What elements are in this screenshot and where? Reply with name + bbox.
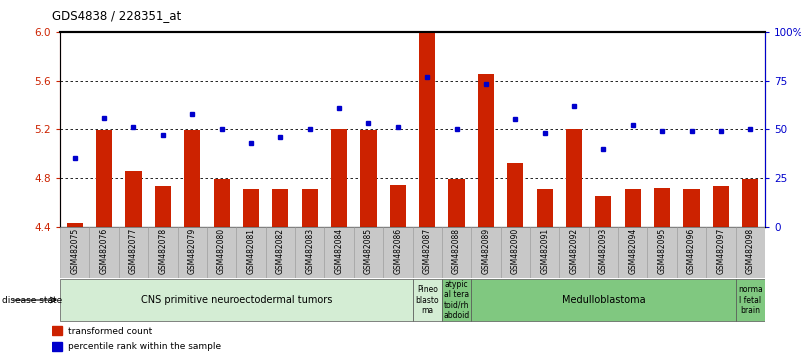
Bar: [625, 189, 641, 227]
Text: Medulloblastoma: Medulloblastoma: [562, 295, 646, 305]
Bar: [735, 279, 765, 321]
Bar: [207, 227, 236, 278]
Bar: [654, 188, 670, 227]
Bar: [566, 129, 582, 227]
Text: GSM482082: GSM482082: [276, 228, 285, 274]
Bar: [272, 189, 288, 227]
Bar: [478, 74, 494, 227]
Bar: [184, 130, 200, 227]
Bar: [413, 227, 442, 278]
Bar: [178, 227, 207, 278]
Bar: [537, 189, 553, 227]
Bar: [360, 130, 376, 227]
Text: GSM482078: GSM482078: [159, 228, 167, 274]
Bar: [743, 179, 759, 227]
Bar: [148, 227, 178, 278]
Text: disease state: disease state: [2, 296, 62, 304]
Bar: [419, 32, 435, 227]
Text: GSM482094: GSM482094: [628, 228, 638, 274]
Text: GSM482081: GSM482081: [247, 228, 256, 274]
Bar: [713, 187, 729, 227]
Bar: [66, 223, 83, 227]
Bar: [413, 279, 442, 321]
Bar: [383, 227, 413, 278]
Bar: [331, 129, 347, 227]
Bar: [683, 189, 699, 227]
Text: GSM482096: GSM482096: [687, 228, 696, 274]
Bar: [295, 227, 324, 278]
Bar: [60, 227, 90, 278]
Text: atypic
al tera
toid/rh
abdoid: atypic al tera toid/rh abdoid: [444, 280, 469, 320]
Text: GSM482084: GSM482084: [335, 228, 344, 274]
Text: percentile rank within the sample: percentile rank within the sample: [68, 342, 221, 352]
Bar: [266, 227, 295, 278]
Bar: [60, 279, 413, 321]
Text: GSM482091: GSM482091: [540, 228, 549, 274]
Bar: [647, 227, 677, 278]
Text: GSM482079: GSM482079: [187, 228, 197, 274]
Bar: [119, 227, 148, 278]
Bar: [90, 227, 119, 278]
Bar: [530, 227, 559, 278]
Bar: [155, 187, 171, 227]
Bar: [442, 227, 471, 278]
Bar: [52, 342, 62, 351]
Text: Pineo
blasto
ma: Pineo blasto ma: [416, 285, 439, 315]
Text: GSM482097: GSM482097: [716, 228, 726, 274]
Text: GSM482090: GSM482090: [511, 228, 520, 274]
Bar: [302, 189, 318, 227]
Text: GSM482085: GSM482085: [364, 228, 373, 274]
Text: GSM482077: GSM482077: [129, 228, 138, 274]
Text: GSM482098: GSM482098: [746, 228, 755, 274]
Text: GSM482092: GSM482092: [570, 228, 578, 274]
Bar: [677, 227, 706, 278]
Bar: [559, 227, 589, 278]
Text: GSM482095: GSM482095: [658, 228, 666, 274]
Bar: [442, 279, 471, 321]
Text: GSM482089: GSM482089: [481, 228, 490, 274]
Bar: [243, 189, 259, 227]
Bar: [471, 227, 501, 278]
Text: GSM482088: GSM482088: [452, 228, 461, 274]
Bar: [595, 196, 611, 227]
Bar: [354, 227, 383, 278]
Bar: [390, 185, 406, 227]
Text: GSM482075: GSM482075: [70, 228, 79, 274]
Bar: [52, 326, 62, 335]
Bar: [449, 179, 465, 227]
Bar: [589, 227, 618, 278]
Text: GSM482093: GSM482093: [599, 228, 608, 274]
Text: GSM482083: GSM482083: [305, 228, 314, 274]
Bar: [236, 227, 266, 278]
Bar: [324, 227, 354, 278]
Text: GSM482076: GSM482076: [99, 228, 109, 274]
Bar: [126, 171, 142, 227]
Text: transformed count: transformed count: [68, 326, 152, 336]
Text: norma
l fetal
brain: norma l fetal brain: [738, 285, 763, 315]
Bar: [501, 227, 530, 278]
Bar: [96, 130, 112, 227]
Text: CNS primitive neuroectodermal tumors: CNS primitive neuroectodermal tumors: [141, 295, 332, 305]
Bar: [735, 227, 765, 278]
Bar: [214, 179, 230, 227]
Text: GSM482080: GSM482080: [217, 228, 226, 274]
Bar: [471, 279, 735, 321]
Bar: [507, 163, 523, 227]
Bar: [618, 227, 647, 278]
Bar: [706, 227, 735, 278]
Text: GDS4838 / 228351_at: GDS4838 / 228351_at: [52, 9, 181, 22]
Text: GSM482087: GSM482087: [423, 228, 432, 274]
Text: GSM482086: GSM482086: [393, 228, 402, 274]
